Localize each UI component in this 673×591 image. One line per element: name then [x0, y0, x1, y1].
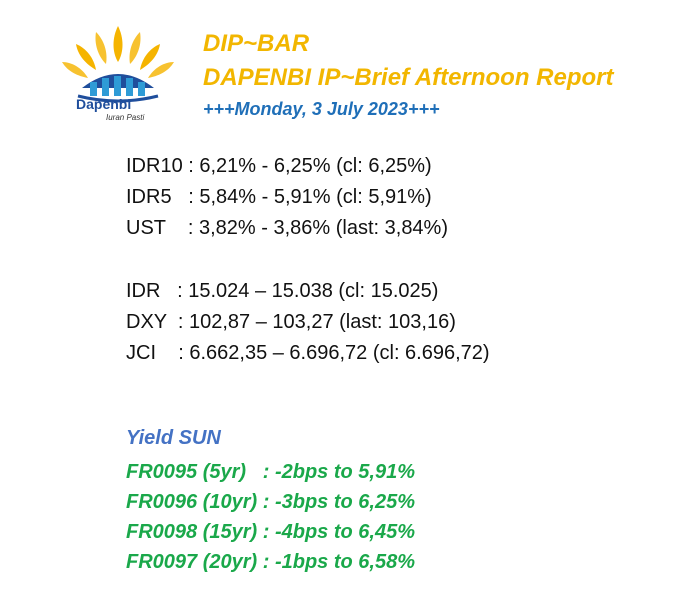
market-value: : 102,87 – 103,27 (last: 103,16) — [177, 311, 456, 333]
market-row: DXY : 102,87 – 103,27 (last: 103,16) — [126, 307, 490, 338]
rate-label: UST — [126, 217, 188, 239]
rate-label: IDR5 — [126, 186, 189, 208]
yield-row: FR0097 (20yr) : -1bps to 6,58% — [126, 551, 415, 573]
market-label: JCI — [126, 342, 179, 364]
yield-row: FR0098 (15yr) : -4bps to 6,45% — [126, 521, 415, 543]
report-subtitle: DAPENBI IP~Brief Afternoon Report — [203, 64, 614, 91]
rates-list: IDR10 : 6,21% - 6,25% (cl: 6,25%) IDR5 :… — [126, 151, 448, 244]
rate-value: : 3,82% - 3,86% (last: 3,84%) — [187, 217, 449, 239]
rate-label: IDR10 — [126, 155, 189, 177]
market-label: DXY — [126, 311, 178, 333]
rate-row: IDR5 : 5,84% - 5,91% (cl: 5,91%) — [126, 182, 448, 213]
yield-row: FR0096 (10yr) : -3bps to 6,25% — [126, 491, 415, 513]
building-icon — [77, 74, 159, 103]
market-value: : 6.662,35 – 6.696,72 (cl: 6.696,72) — [178, 342, 490, 364]
rate-row: IDR10 : 6,21% - 6,25% (cl: 6,25%) — [126, 151, 448, 182]
yield-row: FR0095 (5yr) : -2bps to 5,91% — [126, 461, 415, 483]
report-title: DIP~BAR — [203, 30, 310, 57]
logo-name: Dapenbi — [76, 96, 132, 112]
logo-tagline: Iuran Pasti — [106, 113, 145, 122]
yield-sun-title: Yield SUN — [126, 427, 221, 449]
market-value: : 15.024 – 15.038 (cl: 15.025) — [177, 280, 439, 302]
rate-value: : 6,21% - 6,25% (cl: 6,25%) — [188, 155, 432, 177]
rate-row: UST : 3,82% - 3,86% (last: 3,84%) — [126, 213, 448, 244]
report-date: +++Monday, 3 July 2023+++ — [203, 99, 440, 119]
rate-value: : 5,84% - 5,91% (cl: 5,91%) — [188, 186, 432, 208]
sun-rays-icon — [62, 26, 174, 78]
market-label: IDR — [126, 280, 178, 302]
dapenbi-logo — [62, 26, 174, 103]
market-row: JCI : 6.662,35 – 6.696,72 (cl: 6.696,72) — [126, 338, 490, 369]
market-row: IDR : 15.024 – 15.038 (cl: 15.025) — [126, 276, 490, 307]
markets-list: IDR : 15.024 – 15.038 (cl: 15.025) DXY :… — [126, 276, 490, 369]
yield-sun-list: FR0095 (5yr) : -2bps to 5,91% FR0096 (10… — [126, 457, 415, 577]
